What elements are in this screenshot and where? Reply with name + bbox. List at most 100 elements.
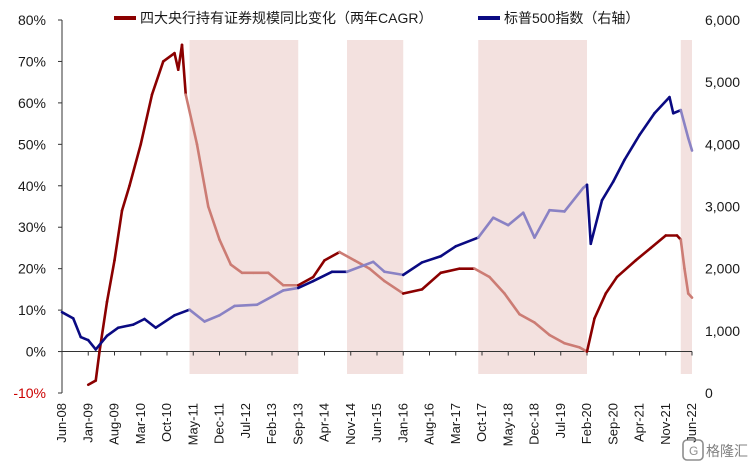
series-0-segment xyxy=(593,292,608,320)
series-1-segment xyxy=(281,286,300,292)
series-0-segment xyxy=(128,143,143,188)
x-tick-label: Oct-10 xyxy=(159,403,174,442)
left-tick-label: 80% xyxy=(18,12,46,28)
series-0-segment xyxy=(229,263,244,275)
series-0-segment xyxy=(615,259,638,279)
series-0-segment xyxy=(266,271,285,287)
series-1-segment xyxy=(521,211,536,239)
series-0-segment xyxy=(634,246,653,262)
x-tick-label: Jan-09 xyxy=(80,403,95,443)
series-1-segment xyxy=(60,310,75,320)
series-1-segment xyxy=(218,304,236,317)
x-tick-label: Dec-18 xyxy=(527,403,542,445)
left-tick-label: 20% xyxy=(18,261,46,277)
series-1-segment xyxy=(371,260,386,274)
right-tick-label: 2,000 xyxy=(705,261,740,277)
x-tick-label: Mar-10 xyxy=(133,403,148,444)
series-1-segment xyxy=(623,133,641,162)
right-tick-label: 6,000 xyxy=(705,12,740,28)
x-tick-label: Oct-17 xyxy=(474,403,489,442)
series-0-segment xyxy=(503,292,521,316)
series-1-segment xyxy=(600,180,615,202)
series-1-segment xyxy=(638,111,656,137)
series-0-segment xyxy=(161,51,176,63)
shaded-periods xyxy=(189,40,692,374)
series-1-segment xyxy=(203,313,221,323)
series-0-segment xyxy=(518,312,536,324)
series-0-segment xyxy=(184,93,199,146)
series-1-segment xyxy=(420,254,443,264)
series-0-segment xyxy=(439,267,461,275)
x-axis-ticks: Jun-08 Jan-09 Aug-09 Mar-10 Oct-10 May-11 Dec-… xyxy=(54,351,699,446)
series-0-segment xyxy=(401,288,424,295)
series-1-segment xyxy=(188,308,206,323)
x-tick-label: Jun-08 xyxy=(54,403,69,443)
left-tick-label: -10% xyxy=(13,385,46,401)
series-0-segment xyxy=(195,143,210,208)
left-tick-label: 60% xyxy=(18,95,46,111)
series-0-segment xyxy=(649,234,668,250)
x-tick-label: Apr-14 xyxy=(317,403,332,442)
x-tick-label: Jun-15 xyxy=(369,403,384,443)
left-tick-label: 10% xyxy=(18,302,46,318)
left-axis-ticks: 80% 70% 60% 50% 40% 30% 20% 10% 0% -10% xyxy=(13,12,62,401)
right-axis-ticks: 6,000 5,000 4,000 3,000 2,000 1,000 0 xyxy=(705,12,740,401)
left-tick-label: 70% xyxy=(18,53,46,69)
x-tick-label: Feb-13 xyxy=(264,403,279,444)
x-tick-label: Apr-21 xyxy=(632,403,647,442)
series-0-segment xyxy=(150,60,165,96)
series-0-segment xyxy=(180,43,188,96)
series-0-segment xyxy=(473,267,491,279)
series-0-segment xyxy=(563,341,581,349)
series-1-segment xyxy=(71,317,83,339)
legend-label-sp500: 标普500指数（右轴） xyxy=(504,10,639,26)
series-1-segment xyxy=(79,335,90,342)
series-1-segment xyxy=(563,186,585,213)
series-0-segment xyxy=(323,250,341,262)
right-tick-label: 4,000 xyxy=(705,136,740,152)
series-1-segment xyxy=(255,289,285,307)
series-0-segment xyxy=(368,267,386,283)
series-0-segment xyxy=(94,350,101,382)
series-1-segment xyxy=(476,216,495,239)
series-0-segment xyxy=(383,279,405,295)
series-1-segment xyxy=(143,317,158,330)
series-1-segment xyxy=(611,158,626,183)
series-0-segment xyxy=(338,250,356,262)
series-0-segment xyxy=(548,333,566,345)
series-0-segment xyxy=(683,267,690,295)
x-tick-label: Sep-20 xyxy=(605,403,620,445)
left-tick-label: 50% xyxy=(18,136,46,152)
legend: 四大央行持有证券规模同比变化（两年CAGR） 标普500指数（右轴） xyxy=(114,10,639,26)
legend-label-cb-securities: 四大央行持有证券规模同比变化（两年CAGR） xyxy=(140,10,432,26)
series-1-segment xyxy=(154,313,176,330)
series-1-segment xyxy=(653,95,671,115)
x-tick-label: May-18 xyxy=(500,403,515,446)
x-tick-label: Jun-22 xyxy=(684,403,699,443)
series-0-segment xyxy=(353,259,371,270)
x-tick-label: Mar-17 xyxy=(448,403,463,444)
right-tick-label: 0 xyxy=(705,385,713,401)
glh-logo-glyph: G xyxy=(689,444,698,458)
series-1-segment xyxy=(401,261,424,277)
series-0-segment xyxy=(120,184,131,212)
glh-logo-icon xyxy=(682,439,704,461)
series-1-segment xyxy=(491,216,510,227)
series-1-segment xyxy=(116,323,135,330)
x-tick-label: Aug-16 xyxy=(422,403,437,445)
series-1-segment xyxy=(439,244,458,258)
series-1-segment xyxy=(671,108,683,115)
shaded-period-0 xyxy=(189,40,299,374)
series-1-segment xyxy=(668,95,675,115)
watermark: G 格隆汇 xyxy=(682,439,748,461)
series-0-segment xyxy=(86,379,98,387)
x-tick-label: Aug-09 xyxy=(107,403,122,445)
x-tick-label: Jul-19 xyxy=(553,403,568,438)
series-0-segment xyxy=(488,275,506,295)
series-1-segment xyxy=(345,260,375,274)
series-0-segment xyxy=(105,259,116,304)
series-1-segment xyxy=(679,108,690,140)
series-1-segment xyxy=(383,270,405,277)
x-tick-label: Nov-21 xyxy=(658,403,673,445)
x-tick-label: Jan-16 xyxy=(395,403,410,443)
